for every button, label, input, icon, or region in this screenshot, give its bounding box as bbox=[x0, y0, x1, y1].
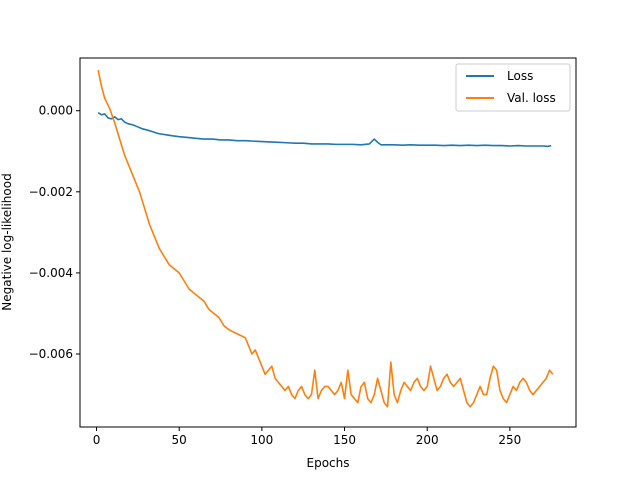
x-tick-label: 0 bbox=[93, 433, 101, 447]
x-tick-label: 150 bbox=[333, 433, 356, 447]
y-axis-label: Negative log-likelihood bbox=[0, 173, 14, 310]
plot-area bbox=[97, 70, 554, 408]
x-axis-label: Epochs bbox=[307, 456, 350, 470]
y-axis: 0.000 −0.002 −0.004 −0.006 bbox=[29, 104, 80, 361]
y-tick-label: 0.000 bbox=[39, 104, 73, 118]
x-tick-label: 50 bbox=[172, 433, 187, 447]
y-tick-label: −0.002 bbox=[29, 185, 73, 199]
series-line-loss bbox=[97, 112, 552, 148]
series-line-val-loss bbox=[97, 70, 554, 408]
x-tick-label: 100 bbox=[250, 433, 273, 447]
x-tick-label: 200 bbox=[416, 433, 439, 447]
legend-label-val-loss: Val. loss bbox=[507, 91, 556, 105]
legend-label-loss: Loss bbox=[507, 69, 533, 83]
x-axis: 0 50 100 150 200 250 bbox=[93, 427, 521, 447]
axes-frame bbox=[79, 57, 577, 428]
legend: Loss Val. loss bbox=[455, 63, 571, 112]
x-tick-label: 250 bbox=[498, 433, 521, 447]
y-tick-label: −0.006 bbox=[29, 347, 73, 361]
y-tick-label: −0.004 bbox=[29, 266, 73, 280]
